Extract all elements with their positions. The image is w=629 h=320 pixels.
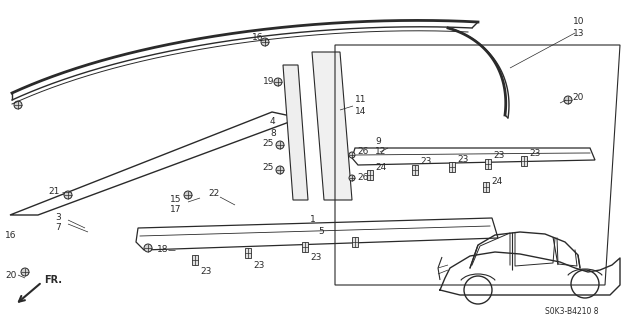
Text: 10: 10 (573, 18, 584, 27)
Text: 20: 20 (572, 93, 583, 102)
Bar (367, 170, 373, 180)
Text: 22: 22 (208, 188, 220, 197)
Bar (521, 156, 527, 166)
Circle shape (261, 38, 269, 46)
Circle shape (64, 191, 72, 199)
Text: 8: 8 (270, 129, 276, 138)
Text: 21: 21 (48, 188, 59, 196)
Circle shape (276, 166, 284, 174)
Text: 4: 4 (270, 117, 276, 126)
Text: 23: 23 (457, 155, 469, 164)
Text: 11: 11 (355, 95, 367, 105)
Text: 5: 5 (318, 228, 324, 236)
Circle shape (564, 96, 572, 104)
Text: 23: 23 (310, 253, 321, 262)
Text: 25: 25 (262, 139, 274, 148)
Text: 23: 23 (253, 260, 264, 269)
Circle shape (349, 175, 355, 181)
Text: 7: 7 (55, 223, 61, 233)
Text: 23: 23 (420, 157, 431, 166)
Text: 25: 25 (262, 164, 274, 172)
Text: 24: 24 (375, 164, 386, 172)
Text: 12: 12 (375, 148, 386, 156)
Text: 15: 15 (170, 196, 182, 204)
Text: 26: 26 (357, 173, 369, 182)
Polygon shape (312, 52, 352, 200)
Text: 23: 23 (493, 151, 504, 161)
Bar (412, 165, 418, 175)
Text: 19: 19 (263, 77, 274, 86)
Text: 20: 20 (5, 270, 16, 279)
Circle shape (14, 101, 22, 109)
Text: 17: 17 (170, 205, 182, 214)
Bar (352, 237, 358, 247)
Circle shape (184, 191, 192, 199)
Text: 14: 14 (355, 107, 366, 116)
Bar (302, 242, 308, 252)
Circle shape (144, 244, 152, 252)
Bar (483, 182, 489, 192)
Text: 13: 13 (573, 28, 584, 37)
Bar (449, 162, 455, 172)
Circle shape (349, 152, 355, 158)
Text: 3: 3 (55, 213, 61, 222)
Text: 24: 24 (491, 178, 502, 187)
Text: 9: 9 (375, 138, 381, 147)
Bar (245, 248, 251, 258)
Circle shape (276, 141, 284, 149)
Bar (192, 255, 198, 265)
Circle shape (21, 268, 29, 276)
Text: 26: 26 (357, 148, 369, 156)
Text: 23: 23 (529, 148, 540, 157)
Text: 18: 18 (157, 245, 169, 254)
Text: 23: 23 (200, 268, 211, 276)
Text: FR.: FR. (44, 275, 62, 285)
Bar (485, 159, 491, 169)
Text: 16: 16 (5, 230, 16, 239)
Text: 16: 16 (252, 34, 264, 43)
Text: S0K3-B4210 8: S0K3-B4210 8 (545, 308, 599, 316)
Polygon shape (283, 65, 308, 200)
Circle shape (274, 78, 282, 86)
Text: 1: 1 (310, 215, 316, 225)
